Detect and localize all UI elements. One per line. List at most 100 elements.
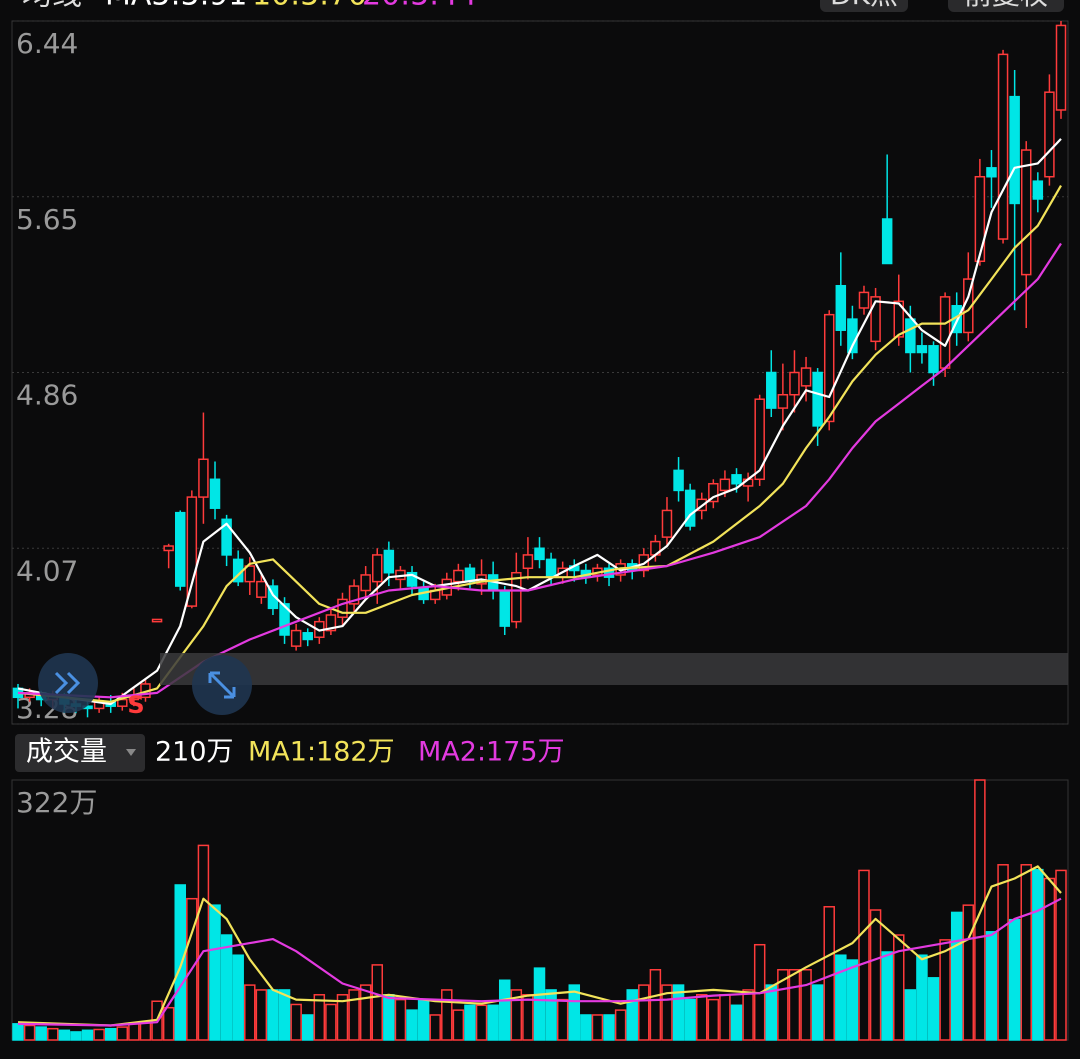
volume-bar xyxy=(614,1009,627,1041)
volume-bar xyxy=(417,998,430,1041)
candle-body xyxy=(163,545,174,552)
dk-button-label[interactable]: DK点 xyxy=(830,0,898,11)
candle-body xyxy=(986,167,997,178)
volume-bar xyxy=(962,904,975,1041)
candle-body xyxy=(1009,95,1020,205)
candle-body xyxy=(916,345,928,354)
candle-body xyxy=(881,218,893,265)
volume-current: 210万 xyxy=(155,737,234,768)
candle-body xyxy=(708,482,719,503)
ma-label: 均线 xyxy=(22,0,82,13)
volume-bar xyxy=(869,909,882,1041)
volume-bar xyxy=(23,1024,36,1041)
candle-body xyxy=(823,313,835,423)
volume-bar xyxy=(93,1028,105,1041)
volume-bar xyxy=(325,1003,337,1041)
candle-body xyxy=(256,580,267,598)
volume-bar xyxy=(116,1026,129,1041)
adjust-button[interactable] xyxy=(948,0,1064,12)
candle-body xyxy=(858,291,870,309)
candle-body xyxy=(870,296,881,343)
volume-bar xyxy=(707,998,720,1041)
volume-dropdown-label[interactable]: 成交量 xyxy=(26,737,107,768)
volume-bar xyxy=(452,1009,465,1041)
dk-button[interactable] xyxy=(820,0,908,12)
volume-bar xyxy=(186,897,198,1041)
volume-bar xyxy=(927,977,940,1041)
volume-bar xyxy=(916,954,928,1041)
candle-body xyxy=(1032,180,1044,200)
volume-bar xyxy=(545,989,557,1041)
candle-body xyxy=(939,296,951,369)
volume-bar xyxy=(950,911,963,1041)
candle-body xyxy=(673,469,684,492)
volume-bar xyxy=(162,1006,175,1041)
candle-body xyxy=(789,371,800,396)
candle-body xyxy=(337,598,348,618)
volume-bar xyxy=(858,869,870,1041)
volume-bar xyxy=(394,998,407,1041)
volume-bar xyxy=(220,934,233,1041)
candle-body xyxy=(534,547,545,561)
expand-icon[interactable] xyxy=(38,653,98,713)
volume-ma2: MA2:175万 xyxy=(418,737,565,768)
volume-bar xyxy=(464,1004,476,1041)
volume-bar xyxy=(730,1004,743,1041)
y-tick-label: 4.07 xyxy=(16,554,78,587)
volume-bar xyxy=(441,989,453,1041)
icon-chevron[interactable] xyxy=(54,671,81,695)
volume-bar xyxy=(12,1023,24,1041)
volume-bar xyxy=(533,967,546,1041)
volume-bar xyxy=(429,1014,441,1041)
candle-body xyxy=(209,478,221,509)
candle-body xyxy=(348,585,360,605)
icon-arrow[interactable] xyxy=(208,671,236,699)
candle-body xyxy=(117,698,128,707)
adjust-button-label[interactable]: 前复权 xyxy=(964,0,1048,11)
candle-body xyxy=(684,489,696,527)
candle-body xyxy=(499,589,510,627)
volume-bar xyxy=(893,934,905,1041)
candle-body xyxy=(372,554,383,583)
volume-bar xyxy=(800,969,812,1041)
volume-bar xyxy=(348,989,360,1041)
volume-bar xyxy=(35,1026,47,1041)
signal-marker: S xyxy=(127,691,144,719)
volume-bar xyxy=(649,969,662,1041)
candle-body xyxy=(511,571,522,623)
ma-line xyxy=(17,138,1062,706)
volume-bar xyxy=(487,1004,499,1041)
volume-ma1: MA1:182万 xyxy=(248,737,395,768)
y-tick-label: 6.44 xyxy=(16,27,78,60)
volume-bar xyxy=(638,984,650,1041)
candle-body xyxy=(661,509,673,538)
volume-bar xyxy=(383,994,395,1041)
y-tick-label: 5.65 xyxy=(16,203,78,236)
candle-body xyxy=(151,618,163,623)
volume-bar xyxy=(301,1014,314,1041)
volume-bar xyxy=(255,989,268,1041)
volume-bar xyxy=(811,984,824,1041)
ma-line xyxy=(17,242,1062,699)
candle-body xyxy=(174,511,186,587)
candle-body xyxy=(800,367,812,387)
ma-line xyxy=(17,897,1062,1027)
volume-bar xyxy=(174,884,186,1041)
volume-bar xyxy=(974,779,986,1041)
volume-bar xyxy=(498,979,511,1041)
volume-bar xyxy=(1020,864,1032,1041)
candle-body xyxy=(279,603,290,636)
dropdown-arrow[interactable] xyxy=(126,749,136,756)
volume-bar xyxy=(278,989,291,1041)
fullscreen-icon[interactable] xyxy=(192,655,252,715)
volume-bar xyxy=(788,969,801,1041)
candle-body xyxy=(766,371,777,409)
candle-body xyxy=(267,585,279,610)
volume-dropdown[interactable] xyxy=(15,734,145,772)
volume-bar xyxy=(244,984,256,1041)
volume-bar xyxy=(313,994,326,1041)
volume-bar xyxy=(846,959,859,1041)
y-tick-label: 322万 xyxy=(16,786,97,819)
candle-body xyxy=(302,632,313,641)
